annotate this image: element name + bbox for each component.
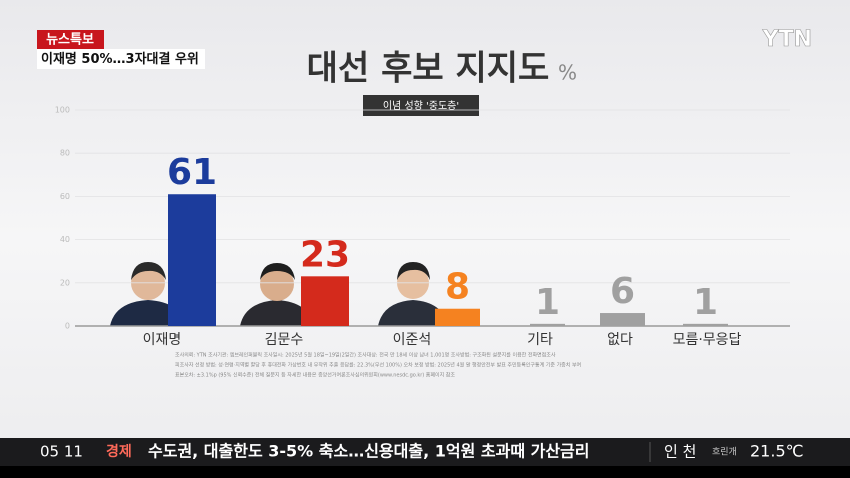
value-label: 61 <box>167 152 217 193</box>
bar <box>168 194 216 326</box>
x-tick-label: 이준석 <box>393 332 432 348</box>
x-tick-label: 기타 <box>527 332 553 348</box>
value-label: 1 <box>535 282 560 323</box>
x-tick-label: 김문수 <box>265 332 304 348</box>
value-label: 6 <box>610 271 635 312</box>
bar <box>435 308 480 326</box>
chart-title: 대선 후보 지지도 <box>307 49 550 89</box>
photo-2 <box>240 263 314 326</box>
subtitle: 이념 성향 '중도층' <box>383 100 459 112</box>
y-tick-label: 40 <box>60 235 70 244</box>
ticker-text: 수도권, 대출한도 3-5% 축소…신용대출, 1억원 초과때 가산금리 <box>148 442 590 461</box>
bar <box>683 323 728 326</box>
ticker-city: 인 천 <box>664 443 696 461</box>
x-tick-label: 모름·무응답 <box>673 332 742 348</box>
bar <box>301 276 349 326</box>
subtitle-box <box>363 95 479 116</box>
footnote: 피조사자 선정 방법: 성·연령·지역별 할당 후 휴대전화 가상번호 내 무작… <box>175 362 581 369</box>
unit: % <box>558 61 577 85</box>
photo-1 <box>110 262 186 326</box>
plot: 0 20 40 60 80 100 이재명 61 김문수 23 이준석 8 기타 1 없다 6 모름·무응답 1 <box>55 106 790 348</box>
bar <box>530 323 565 326</box>
headline-box <box>37 49 205 69</box>
ticker-date: 05 11 <box>40 443 83 461</box>
footnote: 표본오차: ±3.1%p (95% 신뢰수준) 전체 질문지 등 자세한 내용은… <box>175 372 455 379</box>
y-tick-label: 60 <box>60 192 70 201</box>
y-tick-label: 20 <box>60 278 70 287</box>
value-label: 23 <box>300 234 350 275</box>
x-tick-label: 이재명 <box>143 332 182 348</box>
y-tick-label: 80 <box>60 149 70 158</box>
x-tick-label: 없다 <box>607 332 633 348</box>
ticker-section: 경제 <box>106 443 132 460</box>
ticker-bar <box>0 438 850 466</box>
y-tick-label: 0 <box>65 322 70 331</box>
logo: YTN <box>762 27 812 52</box>
tag-box <box>37 30 104 49</box>
ticker-foot <box>0 466 850 478</box>
news-tag: 뉴스특보 <box>46 33 94 48</box>
bar <box>600 313 645 326</box>
headline: 이재명 50%…3자대결 우위 <box>41 51 199 67</box>
ticker-temperature: 21.5℃ <box>750 442 804 461</box>
ticker-weather: 흐린개 <box>712 447 737 458</box>
footnote: 조사의뢰: YTN 조사기관: 엠브레인퍼블릭 조사일시: 2025년 5월 1… <box>175 352 556 359</box>
value-label: 1 <box>693 282 718 323</box>
value-label: 8 <box>445 267 470 308</box>
y-tick-label: 100 <box>55 106 70 115</box>
